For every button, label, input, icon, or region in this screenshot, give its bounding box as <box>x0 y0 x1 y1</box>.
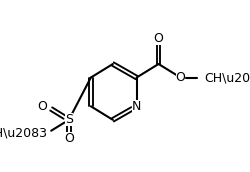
Text: O: O <box>64 132 74 145</box>
Text: N: N <box>132 100 141 113</box>
Text: O: O <box>176 71 186 84</box>
Text: O: O <box>37 100 47 113</box>
Text: CH\u2083: CH\u2083 <box>204 71 250 84</box>
Text: S: S <box>65 113 73 126</box>
Text: CH\u2083: CH\u2083 <box>0 127 47 140</box>
Text: O: O <box>154 32 164 45</box>
